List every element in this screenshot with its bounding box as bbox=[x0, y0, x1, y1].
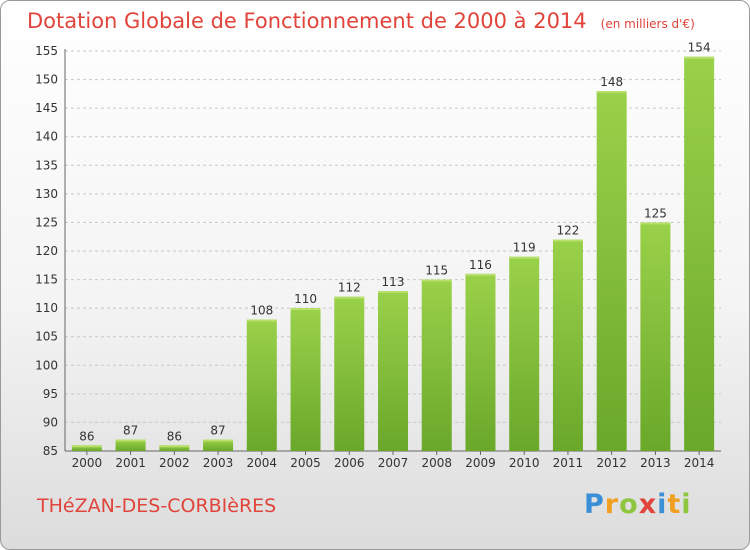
data-label: 115 bbox=[425, 264, 448, 278]
data-label: 154 bbox=[688, 41, 711, 55]
bar-top bbox=[552, 239, 583, 242]
bar bbox=[334, 296, 365, 451]
chart-title: Dotation Globale de Fonctionnement de 20… bbox=[27, 9, 695, 33]
x-tick-label: 2011 bbox=[553, 456, 584, 470]
data-label: 87 bbox=[210, 424, 225, 438]
bar-top bbox=[465, 273, 496, 276]
chart-units: (en milliers d'€) bbox=[600, 17, 695, 31]
data-label: 112 bbox=[338, 281, 361, 295]
x-tick-label: 2014 bbox=[684, 456, 715, 470]
bar bbox=[115, 439, 146, 451]
bar-top bbox=[246, 319, 277, 322]
y-tick-label: 85 bbox=[43, 444, 58, 458]
y-tick-label: 100 bbox=[35, 358, 58, 372]
data-label: 116 bbox=[469, 258, 492, 272]
bar bbox=[421, 279, 452, 451]
x-tick-label: 2008 bbox=[421, 456, 452, 470]
y-tick-label: 155 bbox=[35, 44, 58, 58]
bar bbox=[246, 319, 277, 451]
data-label: 108 bbox=[250, 304, 273, 318]
x-tick-label: 2007 bbox=[378, 456, 409, 470]
data-label: 110 bbox=[294, 292, 317, 306]
y-tick-label: 105 bbox=[35, 330, 58, 344]
x-tick-label: 2004 bbox=[247, 456, 278, 470]
y-tick-label: 95 bbox=[43, 387, 58, 401]
bar-top bbox=[596, 91, 627, 93]
bar bbox=[290, 308, 321, 451]
proxiti-logo: Proxiti bbox=[584, 489, 692, 520]
bar-top bbox=[421, 279, 452, 282]
y-tick-label: 90 bbox=[43, 415, 58, 429]
bar-top bbox=[159, 445, 190, 448]
y-tick-label: 110 bbox=[35, 301, 58, 315]
data-label: 148 bbox=[600, 75, 623, 89]
x-tick-label: 2012 bbox=[596, 456, 627, 470]
bar bbox=[465, 273, 496, 451]
x-tick-label: 2000 bbox=[72, 456, 103, 470]
x-tick-label: 2002 bbox=[159, 456, 190, 470]
bar-top bbox=[71, 445, 102, 448]
y-tick-label: 120 bbox=[35, 244, 58, 258]
data-label: 119 bbox=[513, 241, 536, 255]
bar-top bbox=[115, 439, 146, 442]
bar-top bbox=[334, 296, 365, 299]
x-tick-label: 2001 bbox=[115, 456, 146, 470]
y-tick-label: 115 bbox=[35, 273, 58, 287]
x-tick-label: 2013 bbox=[640, 456, 671, 470]
bar-top bbox=[378, 291, 408, 293]
x-tick-label: 2010 bbox=[509, 456, 540, 470]
bar bbox=[71, 445, 102, 451]
data-label: 113 bbox=[382, 275, 405, 289]
bar bbox=[684, 56, 715, 451]
x-tick-label: 2003 bbox=[203, 456, 234, 470]
bar bbox=[509, 256, 540, 451]
y-tick-label: 145 bbox=[35, 101, 58, 115]
data-label: 125 bbox=[644, 206, 667, 220]
bar-top bbox=[640, 222, 671, 225]
data-label: 86 bbox=[167, 429, 182, 443]
bar bbox=[203, 439, 234, 451]
chart-title-text: Dotation Globale de Fonctionnement de 20… bbox=[27, 9, 587, 33]
y-tick-label: 140 bbox=[35, 130, 58, 144]
bar-top bbox=[203, 439, 234, 442]
data-label: 86 bbox=[79, 429, 94, 443]
y-tick-label: 150 bbox=[35, 73, 58, 87]
data-label: 87 bbox=[123, 424, 138, 438]
y-tick-label: 135 bbox=[35, 158, 58, 172]
x-tick-label: 2006 bbox=[334, 456, 365, 470]
x-tick-label: 2009 bbox=[465, 456, 496, 470]
y-tick-label: 125 bbox=[35, 215, 58, 229]
bar bbox=[596, 91, 627, 451]
bar bbox=[640, 222, 671, 451]
bar-top bbox=[509, 256, 540, 259]
bar bbox=[159, 445, 190, 451]
bar bbox=[552, 239, 583, 451]
y-tick-label: 130 bbox=[35, 187, 58, 201]
x-tick-label: 2005 bbox=[290, 456, 321, 470]
bar-top bbox=[290, 308, 321, 311]
data-label: 122 bbox=[556, 224, 579, 238]
location-label: THéZAN-DES-CORBIèRES bbox=[37, 495, 277, 517]
bar bbox=[378, 291, 408, 451]
bar-top bbox=[684, 56, 715, 59]
